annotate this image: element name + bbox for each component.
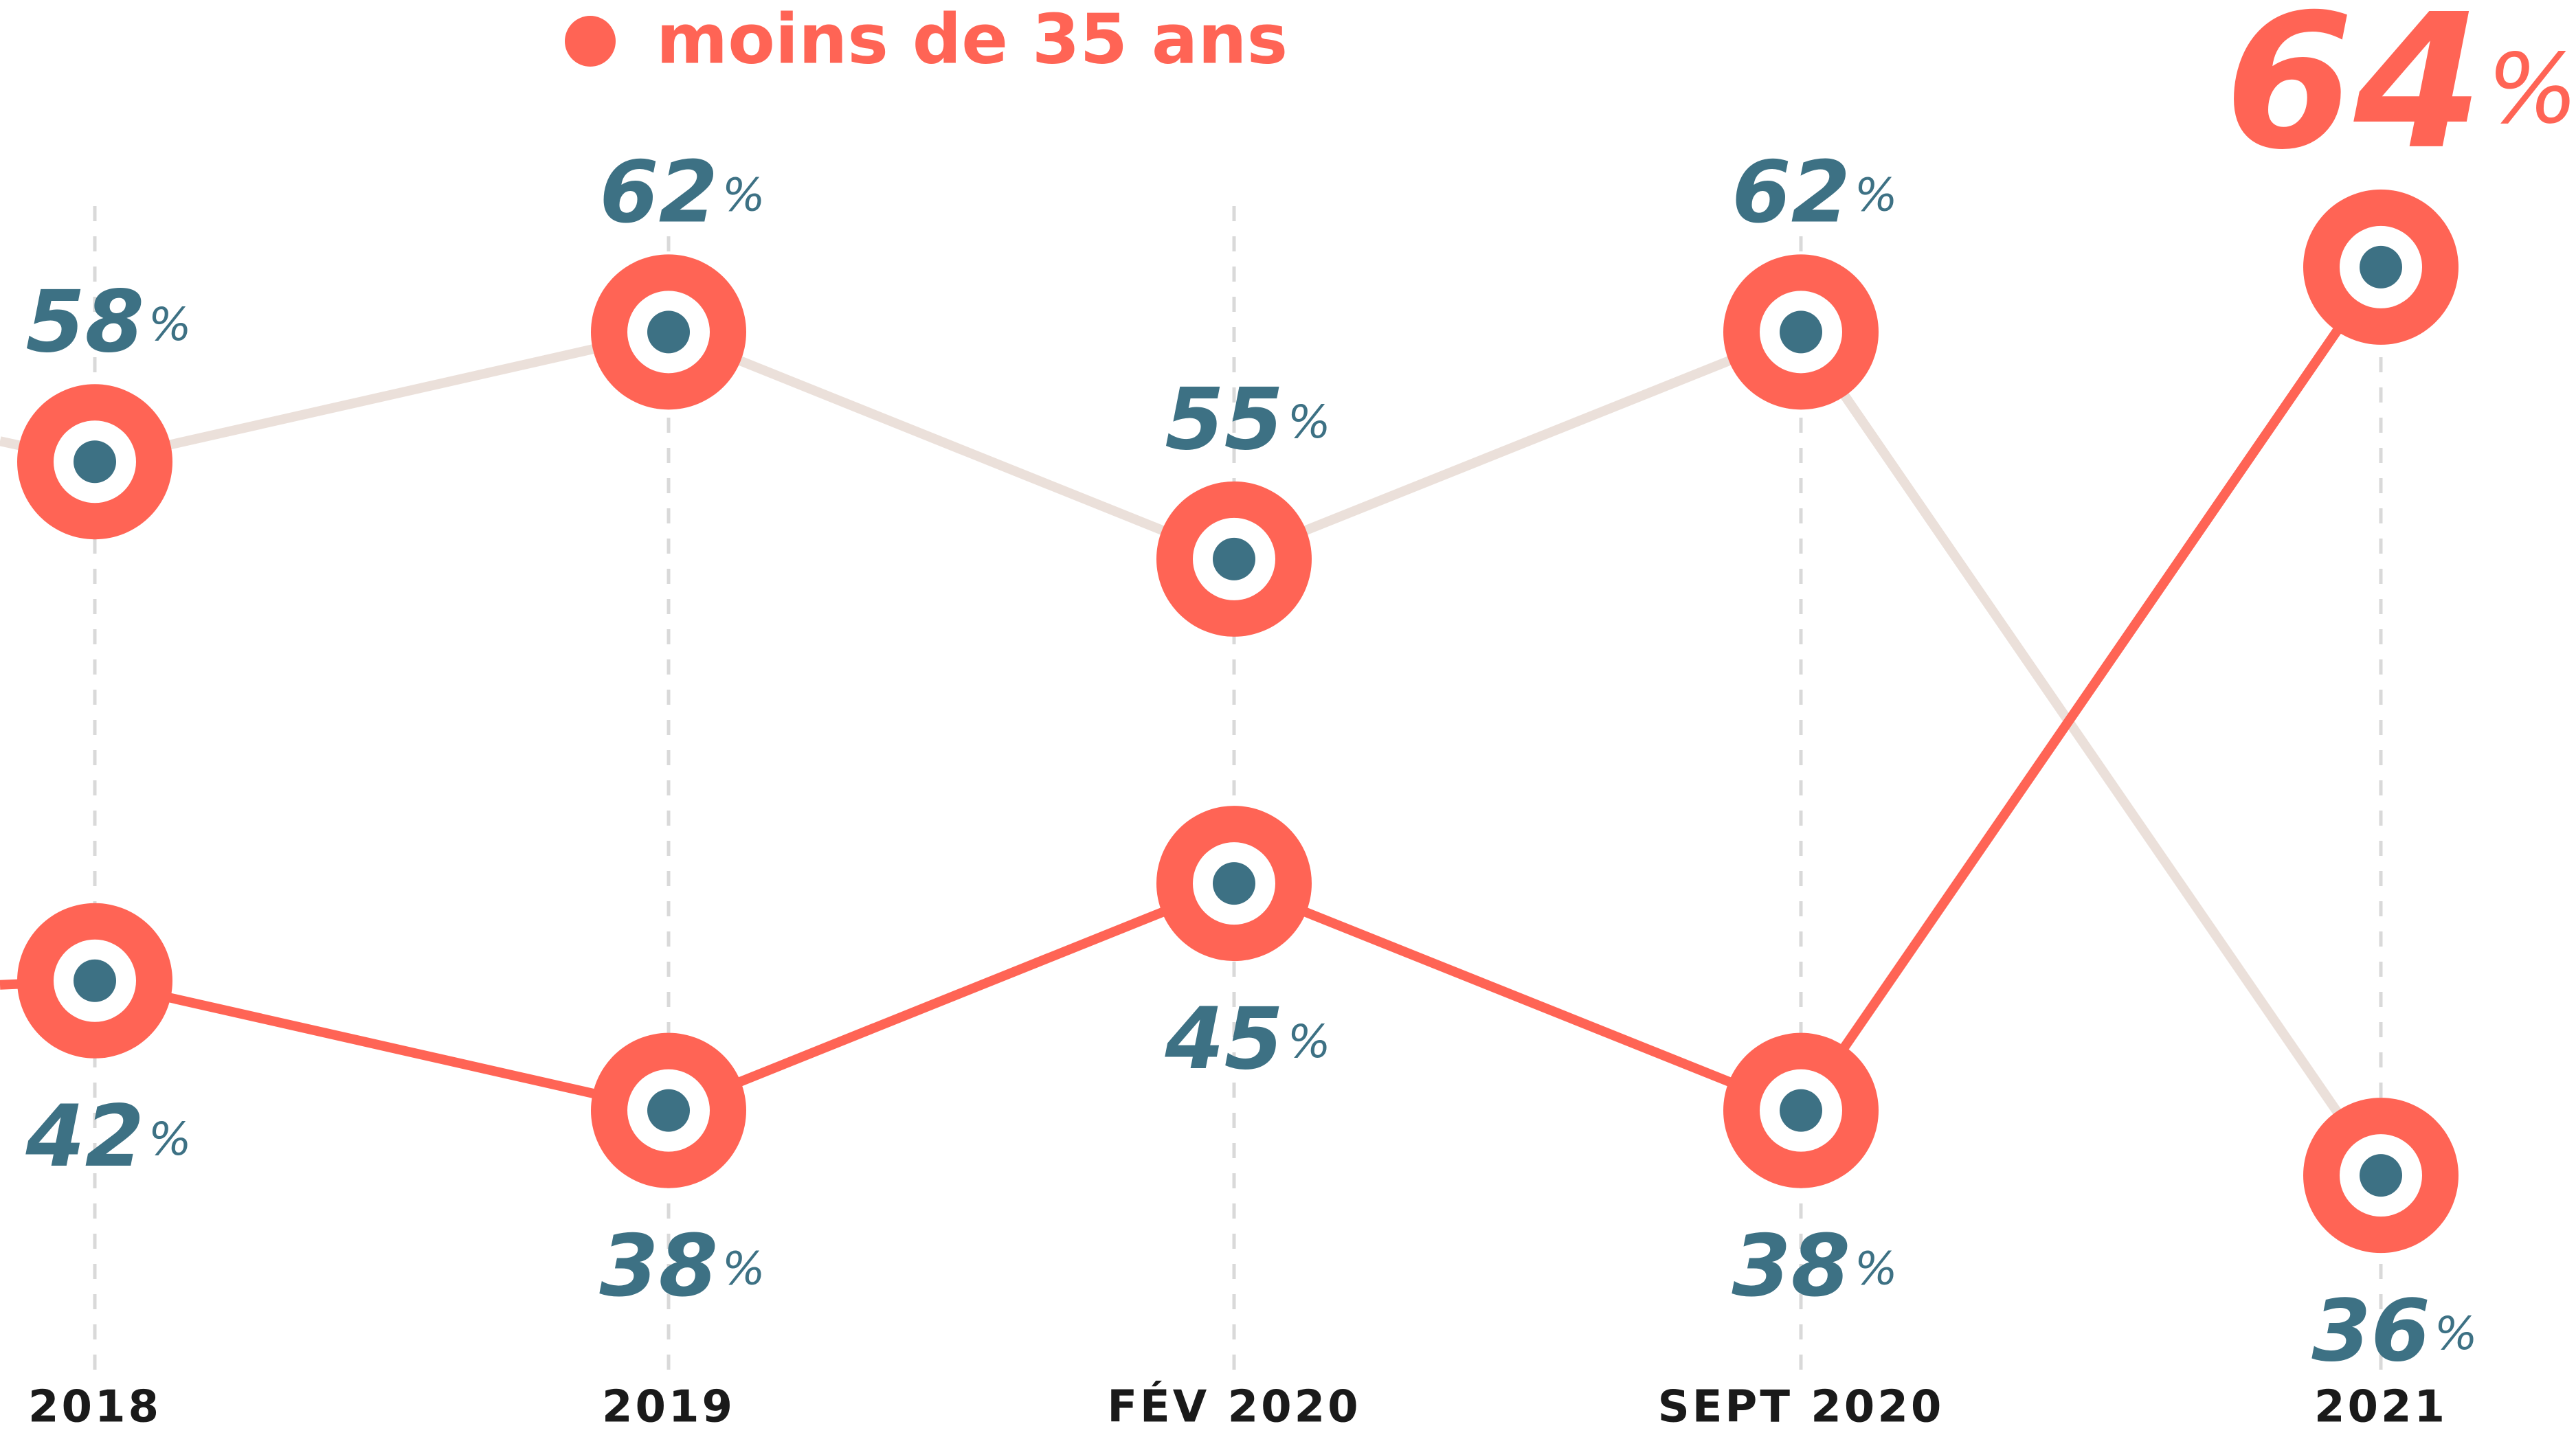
marker [1156,806,1312,962]
marker-dot [2360,1154,2402,1197]
marker [2303,1098,2459,1254]
marker [1723,1032,1879,1188]
data-label: 45% [1164,990,1330,1089]
legend-label: moins de 35 ans [656,0,1288,79]
marker-dot [74,959,116,1002]
marker [1156,481,1312,637]
marker-dot [1780,310,1822,354]
data-label: 38% [1732,1217,1897,1316]
x-tick-label: SEPT 2020 [1658,1382,1945,1433]
data-label: 55% [1165,370,1330,469]
x-tick-label: 2019 [602,1382,735,1433]
marker [1723,254,1879,410]
marker-dot [2360,245,2402,288]
x-tick-label: 2018 [28,1382,161,1433]
marker-dot [647,1089,690,1132]
x-tick-label: 2021 [2314,1382,2448,1433]
marker [591,254,746,410]
data-label: 38% [599,1217,765,1316]
marker-dot [1213,537,1255,580]
data-label: 36% [2311,1282,2477,1381]
x-tick-label: FÉV 2020 [1107,1381,1360,1433]
marker-dot [647,310,690,354]
data-label: 62% [1732,144,1897,242]
marker [17,384,172,540]
data-label: 64% [2225,0,2576,190]
marker-dot [1780,1089,1822,1132]
marker [17,903,172,1059]
marker-dot [1213,862,1255,905]
marker [591,1032,746,1188]
legend-swatch [565,16,616,67]
marker [2303,189,2459,345]
data-label: 62% [599,144,765,242]
data-label: 42% [25,1087,191,1186]
data-label: 58% [25,273,191,372]
marker-dot [74,440,116,484]
